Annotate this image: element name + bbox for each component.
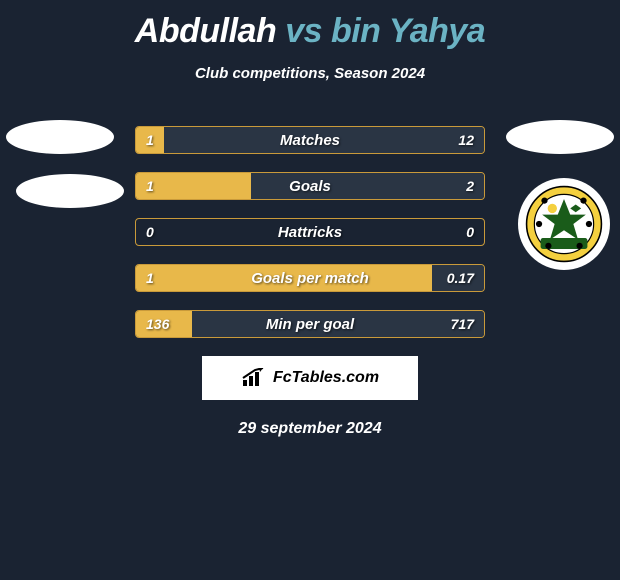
player2-club-logo	[518, 178, 610, 270]
club-crest-icon	[525, 185, 603, 263]
player1-photo-placeholder	[6, 120, 114, 154]
stat-right-value: 0.17	[447, 270, 474, 286]
comparison-title: Abdullah vs bin Yahya	[0, 0, 620, 51]
player2-name: bin Yahya	[331, 12, 485, 50]
stat-left-value: 0	[146, 224, 154, 240]
stat-right-value: 0	[466, 224, 474, 240]
stat-right-value: 2	[466, 178, 474, 194]
chart-icon	[241, 368, 267, 388]
stat-row: 1 Goals per match 0.17	[135, 264, 485, 292]
stat-left-value: 136	[146, 316, 169, 332]
player2-photo-placeholder	[506, 120, 614, 154]
stat-left-value: 1	[146, 132, 154, 148]
stat-fill-right	[251, 173, 484, 199]
stat-row: 136 Min per goal 717	[135, 310, 485, 338]
date-line: 29 september 2024	[0, 420, 620, 438]
player1-club-placeholder	[16, 174, 124, 208]
brand-footer[interactable]: FcTables.com	[202, 356, 418, 400]
vs-separator: vs	[285, 12, 322, 50]
stat-row: 1 Goals 2	[135, 172, 485, 200]
stats-table: 1 Matches 12 1 Goals 2 0 Hattricks 0 1 Goals per m…	[135, 126, 485, 338]
stat-left-value: 1	[146, 270, 154, 286]
subtitle: Club competitions, Season 2024	[0, 65, 620, 82]
stat-left-value: 1	[146, 178, 154, 194]
stat-row: 1 Matches 12	[135, 126, 485, 154]
stat-label: Hattricks	[278, 224, 342, 241]
stat-label: Min per goal	[266, 316, 354, 333]
stat-label: Goals per match	[251, 270, 369, 287]
stat-row: 0 Hattricks 0	[135, 218, 485, 246]
stat-label: Goals	[289, 178, 331, 195]
stat-label: Matches	[280, 132, 340, 149]
player1-name: Abdullah	[135, 12, 276, 50]
brand-name: FcTables.com	[273, 369, 379, 387]
stat-right-value: 717	[451, 316, 474, 332]
stat-right-value: 12	[458, 132, 474, 148]
